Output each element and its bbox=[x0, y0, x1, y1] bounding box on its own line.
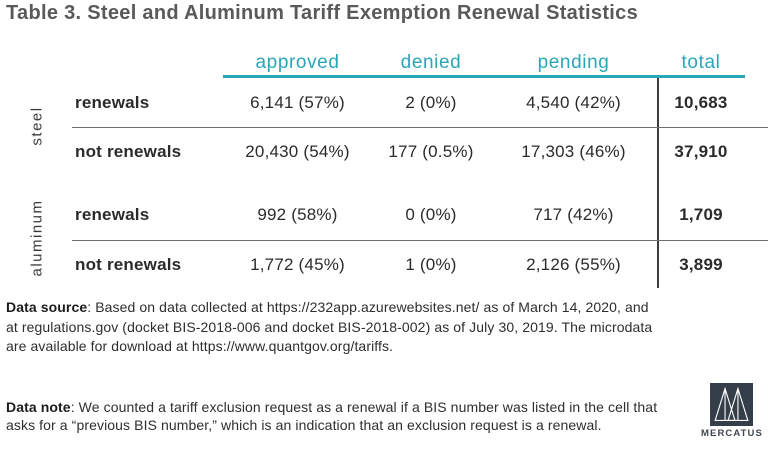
row-label: not renewals bbox=[75, 142, 182, 161]
header-underline bbox=[223, 75, 745, 78]
cell-approved: 20,430 (54%) bbox=[245, 142, 350, 161]
table-row-steel-not-renewals: not renewals 20,430 (54%) 177 (0.5%) 17,… bbox=[72, 128, 745, 176]
group-label-aluminum: aluminum bbox=[28, 199, 46, 277]
data-note-text: : We counted a tariff exclusion request … bbox=[6, 399, 658, 433]
page-title: Table 3. Steel and Aluminum Tariff Exemp… bbox=[6, 2, 638, 24]
cell-pending: 717 (42%) bbox=[533, 205, 614, 224]
cell-denied: 1 (0%) bbox=[405, 255, 457, 274]
data-source-text: : Based on data collected at https://232… bbox=[6, 299, 653, 354]
row-label: renewals bbox=[75, 205, 150, 224]
mercatus-logo-icon bbox=[709, 383, 753, 426]
data-source-label: Data source bbox=[6, 299, 88, 315]
column-header-approved: approved bbox=[255, 52, 340, 73]
cell-total: 3,899 bbox=[679, 255, 723, 274]
data-note: Data note: We counted a tariff exclusion… bbox=[6, 398, 668, 434]
data-note-label: Data note bbox=[6, 399, 71, 415]
group-label-steel: steel bbox=[28, 106, 46, 146]
cell-total: 10,683 bbox=[674, 92, 728, 112]
row-label: renewals bbox=[75, 92, 150, 112]
aluminum-row-divider bbox=[72, 240, 768, 241]
steel-row-divider bbox=[72, 127, 768, 128]
cell-total: 37,910 bbox=[674, 142, 728, 161]
cell-denied: 177 (0.5%) bbox=[388, 142, 474, 161]
cell-approved: 992 (58%) bbox=[257, 205, 338, 224]
cell-pending: 4,540 (42%) bbox=[526, 92, 621, 112]
total-column-divider bbox=[657, 78, 659, 288]
column-header-total: total bbox=[681, 52, 721, 73]
column-header-denied: denied bbox=[400, 52, 462, 73]
table-row-aluminum-renewals: renewals 992 (58%) 0 (0%) 717 (42%) 1,70… bbox=[72, 190, 745, 240]
cell-denied: 2 (0%) bbox=[405, 92, 457, 112]
table-row-aluminum-not-renewals: not renewals 1,772 (45%) 1 (0%) 2,126 (5… bbox=[72, 241, 745, 289]
data-source-note: Data source: Based on data collected at … bbox=[6, 298, 654, 357]
table-row-steel-renewals: renewals 6,141 (57%) 2 (0%) 4,540 (42%) … bbox=[72, 78, 745, 127]
row-label: not renewals bbox=[75, 255, 182, 274]
cell-approved: 1,772 (45%) bbox=[250, 255, 345, 274]
cell-denied: 0 (0%) bbox=[405, 205, 457, 224]
cell-pending: 17,303 (46%) bbox=[521, 142, 626, 161]
logo-wordmark: MERCATUS bbox=[701, 428, 763, 439]
column-header-pending: pending bbox=[537, 52, 610, 73]
cell-approved: 6,141 (57%) bbox=[250, 92, 345, 112]
mercatus-logo: MERCATUS bbox=[701, 383, 763, 439]
cell-total: 1,709 bbox=[679, 205, 723, 224]
cell-pending: 2,126 (55%) bbox=[526, 255, 621, 274]
